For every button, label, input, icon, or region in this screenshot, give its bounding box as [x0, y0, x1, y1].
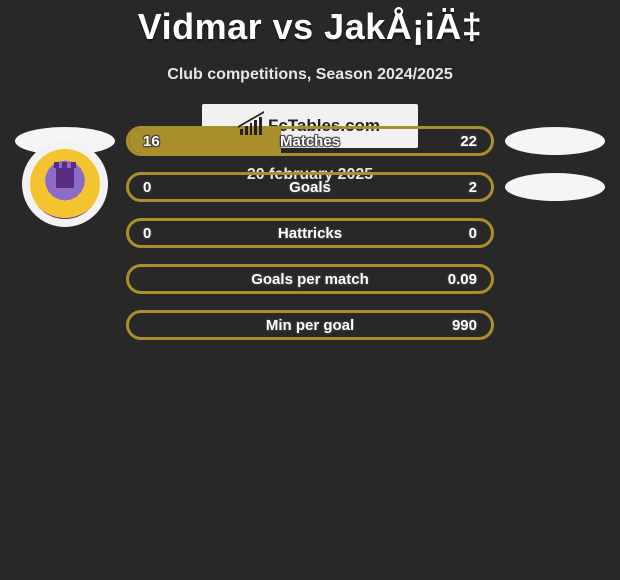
player-right-club-badge	[505, 173, 605, 201]
player-right-portrait	[505, 127, 605, 155]
stat-row: Goals per match 0.09	[10, 256, 610, 302]
stat-pill: 0 Hattricks 0	[126, 218, 494, 248]
right-slot	[500, 127, 610, 155]
stat-left-value: 16	[143, 133, 160, 150]
stat-pill: 16 Matches 22	[126, 126, 494, 156]
stat-right-value: 0	[469, 225, 477, 242]
stat-label: Goals	[289, 179, 331, 196]
stat-pill: 0 Goals 2	[126, 172, 494, 202]
stat-pill: Min per goal 990	[126, 310, 494, 340]
stat-right-value: 990	[452, 317, 477, 334]
player-left-club-badge	[22, 141, 108, 227]
stat-left-value: 0	[143, 179, 151, 196]
stat-label: Min per goal	[266, 317, 354, 334]
page-title: Vidmar vs JakÅ¡iÄ‡	[0, 0, 620, 48]
stat-pill: Goals per match 0.09	[126, 264, 494, 294]
stat-label: Matches	[280, 133, 340, 150]
right-slot	[500, 173, 610, 201]
chart-icon	[240, 117, 262, 135]
stat-row: 0 Goals 2	[10, 164, 610, 210]
stat-right-value: 2	[469, 179, 477, 196]
stat-left-value: 0	[143, 225, 151, 242]
stat-label: Hattricks	[278, 225, 342, 242]
stat-label: Goals per match	[251, 271, 369, 288]
stat-row: Min per goal 990	[10, 302, 610, 348]
stat-right-value: 0.09	[448, 271, 477, 288]
stat-right-value: 22	[460, 133, 477, 150]
subtitle: Club competitions, Season 2024/2025	[0, 66, 620, 84]
stat-row: 0 Hattricks 0	[10, 210, 610, 256]
stats-container: 16 Matches 22 0 Goals 2 0 Hattricks 0	[10, 118, 610, 348]
